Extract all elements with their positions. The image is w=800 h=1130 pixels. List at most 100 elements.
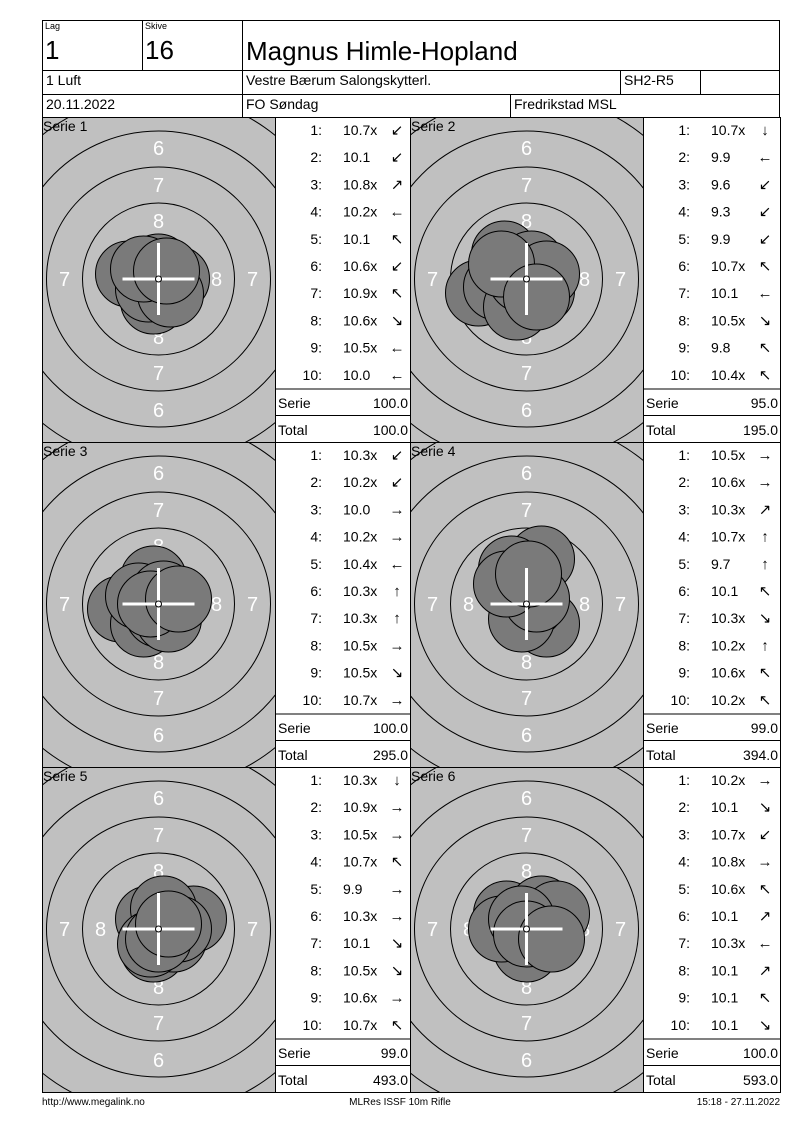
- shot-score: 10.1: [711, 285, 738, 301]
- table-border: [275, 442, 411, 768]
- table-border: [643, 767, 781, 1093]
- ring: [414, 816, 639, 1042]
- ring-label: 7: [247, 269, 258, 291]
- target: 6677778888: [410, 117, 643, 442]
- ring-label: 7: [521, 500, 532, 522]
- shot-hole: [503, 263, 570, 331]
- shot-score: 10.7x: [343, 692, 377, 708]
- shot-direction: →: [390, 501, 405, 518]
- ring-label: 8: [463, 594, 474, 616]
- skive: 16: [145, 35, 174, 65]
- shot-direction: ↙: [759, 204, 772, 221]
- shot-score: 10.7x: [711, 826, 745, 842]
- shot-score: 10.1: [711, 1017, 738, 1033]
- shot-number: 2:: [310, 799, 322, 815]
- shot-direction: ↖: [391, 231, 404, 248]
- ring-label: 6: [153, 725, 164, 747]
- ring-label: 6: [521, 725, 532, 747]
- ring-label: 7: [427, 594, 438, 616]
- shot-score: 10.5x: [711, 447, 745, 463]
- ring-label: 8: [153, 977, 164, 999]
- ring-label: 8: [211, 594, 222, 616]
- shot-score: 10.9x: [343, 285, 377, 301]
- shot-direction: ↖: [759, 258, 772, 275]
- shot-score: 10.8x: [711, 854, 745, 870]
- table-border: [643, 117, 781, 443]
- target: 6677778888: [410, 767, 643, 1092]
- ring: [42, 455, 275, 753]
- total-label: Total: [278, 747, 308, 763]
- shot-score: 10.9x: [343, 799, 377, 815]
- shot-number: 3:: [678, 501, 690, 517]
- series-block: 6677778888Serie 21:10.7x↓2:9.9←3:9.6↙4:9…: [410, 117, 781, 443]
- ring-label: 7: [521, 175, 532, 197]
- shot-number: 10:: [671, 1017, 690, 1033]
- shot-direction: ↖: [759, 583, 772, 600]
- ring-label: 6: [153, 463, 164, 485]
- shot-score: 10.2x: [711, 692, 745, 708]
- footer-center: MLRes ISSF 10m Rifle: [349, 1097, 451, 1108]
- shot-direction: ↙: [759, 231, 772, 248]
- center: [523, 925, 530, 933]
- shot-score: 10.2x: [343, 204, 377, 220]
- shot-number: 8:: [310, 637, 322, 653]
- ring-label: 8: [95, 919, 106, 941]
- total-score: 295.0: [373, 747, 408, 763]
- shot-direction: →: [390, 881, 405, 898]
- lag: 1: [45, 35, 60, 65]
- shot-direction: →: [758, 474, 773, 491]
- serie-score: 100.0: [373, 395, 408, 411]
- shot-direction: ↘: [759, 799, 772, 816]
- table-border: [275, 117, 411, 443]
- shot-direction: ↖: [759, 881, 772, 898]
- ring: [414, 491, 639, 717]
- shot-score: 9.3: [711, 204, 731, 220]
- ring-label: 8: [153, 211, 164, 233]
- footer-left: http://www.megalink.no: [42, 1097, 145, 1108]
- shot-direction: ↖: [759, 692, 772, 709]
- shot-score: 10.3x: [343, 447, 377, 463]
- shot-score: 9.9: [711, 149, 731, 165]
- ring-label: 6: [521, 788, 532, 810]
- ring-label: 8: [153, 652, 164, 674]
- shot-number: 5:: [310, 556, 322, 572]
- lag-label: Lag: [45, 21, 61, 31]
- series-title: Serie 2: [411, 118, 456, 134]
- shot-number: 8:: [678, 962, 690, 978]
- shot-direction: ←: [758, 935, 773, 952]
- ring: [410, 455, 643, 753]
- ring: [82, 852, 235, 1006]
- ring-label: 7: [521, 688, 532, 710]
- shot-number: 6:: [310, 908, 322, 924]
- ring-label: 6: [521, 463, 532, 485]
- ring-label: 7: [615, 269, 626, 291]
- shot-score: 10.7x: [711, 122, 745, 138]
- center: [155, 925, 162, 933]
- shot-score: 10.1: [343, 149, 370, 165]
- ring-label: 7: [615, 594, 626, 616]
- ring-label: 6: [153, 788, 164, 810]
- serie-label: Serie: [278, 1045, 311, 1061]
- shot-number: 2:: [678, 474, 690, 490]
- shot-number: 2:: [678, 149, 690, 165]
- shot-direction: ↓: [761, 122, 769, 139]
- shot-number: 5:: [678, 881, 690, 897]
- ring: [450, 527, 603, 681]
- shot-direction: →: [390, 799, 405, 816]
- ring-label: 6: [521, 1050, 532, 1072]
- shot-number: 1:: [310, 772, 322, 788]
- shot-score: 9.6: [711, 176, 731, 192]
- shot-number: 2:: [310, 149, 322, 165]
- shot-direction: ↖: [391, 1017, 404, 1034]
- shot-number: 10:: [303, 1017, 322, 1033]
- ring-label: 7: [153, 825, 164, 847]
- shot-score: 10.1: [343, 935, 370, 951]
- target: 6677778888: [410, 442, 643, 767]
- serie-label: Serie: [278, 720, 311, 736]
- shot-direction: ←: [390, 556, 405, 573]
- shot-number: 1:: [678, 772, 690, 788]
- shot-direction: ↖: [759, 367, 772, 384]
- shot-score: 10.7x: [711, 529, 745, 545]
- shot-direction: →: [758, 772, 773, 789]
- shot-number: 6:: [310, 258, 322, 274]
